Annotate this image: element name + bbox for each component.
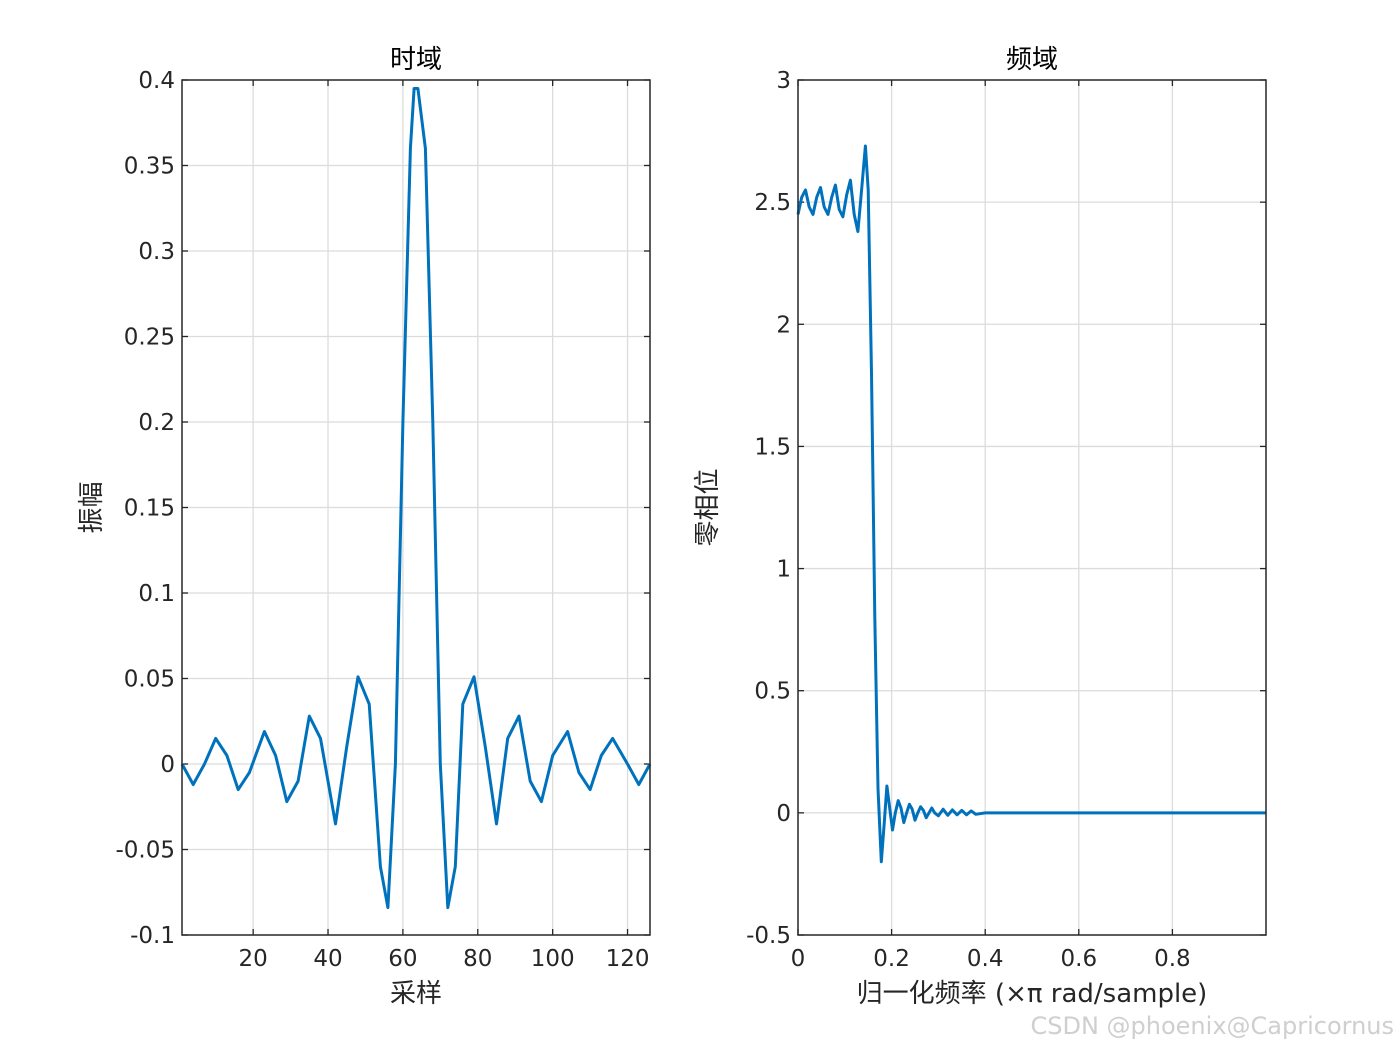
x-tick-label: 40 [313,946,342,972]
y-tick-label: 2 [776,312,791,338]
watermark: CSDN @phoenix@Capricornus [1030,1012,1394,1040]
plot-title: 时域 [390,45,442,75]
y-axis-label: 零相位 [693,468,723,546]
y-tick-label: 0.05 [124,667,175,693]
axes-frame [181,79,651,936]
plot-title: 频域 [1006,45,1058,75]
y-axis-label: 振幅 [77,481,107,533]
x-tick-label: 80 [463,946,492,972]
y-tick-label: 0.5 [754,679,791,705]
x-tick-label: 0.6 [1061,946,1098,972]
y-tick-label: 0.4 [138,68,175,94]
x-tick-label: 120 [606,946,650,972]
axes-frame [797,79,1267,936]
x-tick-label: 100 [531,946,575,972]
x-tick-label: 60 [388,946,417,972]
y-tick-label: 0.15 [124,496,175,522]
y-tick-label: 1.5 [754,434,791,460]
x-tick-label: 0.4 [967,946,1004,972]
x-tick-label: 0.8 [1154,946,1191,972]
y-tick-label: 0.2 [138,410,175,436]
y-tick-label: -0.5 [746,923,791,949]
y-tick-label: -0.1 [130,923,175,949]
x-tick-label: 0 [791,946,806,972]
series-line [796,144,1266,864]
y-tick-label: -0.05 [115,838,175,864]
y-tick-label: 0 [160,752,175,778]
y-tick-label: 0.1 [138,581,175,607]
series-line [180,87,652,910]
y-tick-label: 2.5 [754,190,791,216]
y-tick-label: 3 [776,68,791,94]
y-tick-label: 0.25 [124,325,175,351]
y-tick-label: 1 [776,557,791,583]
y-tick-label: 0 [776,801,791,827]
time-domain-plot: 20 40 60 80 100 120 -0.1 -0.05 0 0.05 0.1 0.15 0.2 0.… [77,45,652,1009]
x-axis-label: 归一化频率 (×π rad/sample) [857,979,1208,1009]
y-tick-label: 0.35 [124,154,175,180]
x-axis-label: 采样 [390,979,442,1009]
x-tick-label: 20 [238,946,267,972]
y-tick-label: 0.3 [138,239,175,265]
x-tick-label: 0.2 [873,946,910,972]
